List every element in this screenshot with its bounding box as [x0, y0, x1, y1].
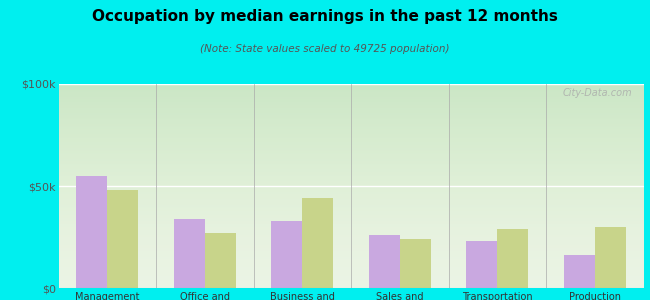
Text: City-Data.com: City-Data.com — [562, 88, 632, 98]
Bar — [271, 221, 302, 288]
Bar — [400, 239, 431, 288]
Bar — [107, 190, 138, 288]
Bar — [76, 176, 107, 288]
Bar — [595, 227, 626, 288]
Bar — [564, 255, 595, 288]
Bar — [369, 235, 400, 288]
Bar — [174, 219, 205, 288]
Text: Occupation by median earnings in the past 12 months: Occupation by median earnings in the pas… — [92, 9, 558, 24]
Bar — [497, 229, 528, 288]
Bar — [302, 198, 333, 288]
Bar — [466, 241, 497, 288]
Text: (Note: State values scaled to 49725 population): (Note: State values scaled to 49725 popu… — [200, 44, 450, 53]
Bar — [205, 233, 236, 288]
